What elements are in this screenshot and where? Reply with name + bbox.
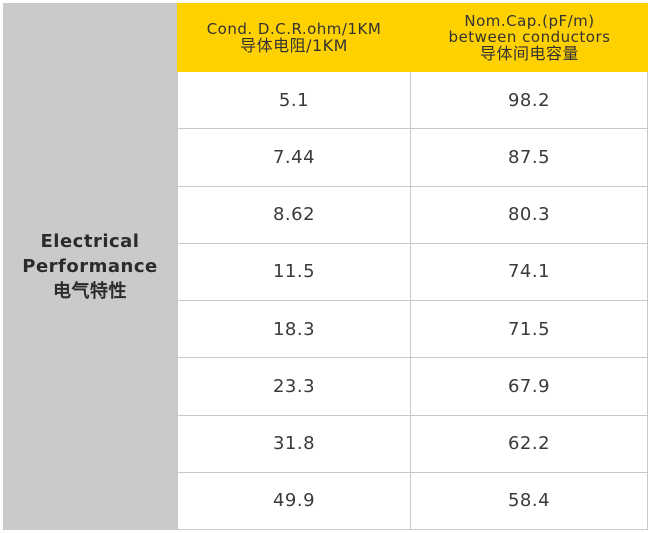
side-label-line: 电气特性 <box>53 281 127 302</box>
table-cell: 71.5 <box>411 301 648 359</box>
table-cell: 80.3 <box>411 186 648 244</box>
table-cell: 18.3 <box>177 301 411 359</box>
table-cell: 7.44 <box>177 129 411 187</box>
header-line: Nom.Cap.(pF/m) <box>464 11 595 30</box>
header-line: between conductors <box>448 27 611 46</box>
header-line: 导体电阻/1KM <box>240 35 348 55</box>
table-cell: 8.62 <box>177 186 411 244</box>
side-label-line: Electrical <box>40 231 140 252</box>
side-label-line: Performance <box>22 256 158 277</box>
column-header: Cond. D.C.R.ohm/1KM 导体电阻/1KM <box>177 3 412 72</box>
table-cell: 98.2 <box>411 72 648 130</box>
table-cell: 49.9 <box>177 472 411 530</box>
side-label: Electrical Performance 电气特性 <box>3 3 177 530</box>
table-cell: 23.3 <box>177 358 411 416</box>
table-cell: 62.2 <box>411 415 648 473</box>
table-cell: 58.4 <box>411 472 648 530</box>
table-cell: 31.8 <box>177 415 411 473</box>
table-cell: 67.9 <box>411 358 648 416</box>
table-cell: 11.5 <box>177 243 411 301</box>
header-line: Cond. D.C.R.ohm/1KM <box>206 19 382 38</box>
column-header: Nom.Cap.(pF/m) between conductors 导体间电容量 <box>411 3 648 72</box>
header-line: 导体间电容量 <box>479 43 579 63</box>
table-cell: 87.5 <box>411 129 648 187</box>
table-cell: 74.1 <box>411 243 648 301</box>
table-cell: 5.1 <box>177 72 411 130</box>
